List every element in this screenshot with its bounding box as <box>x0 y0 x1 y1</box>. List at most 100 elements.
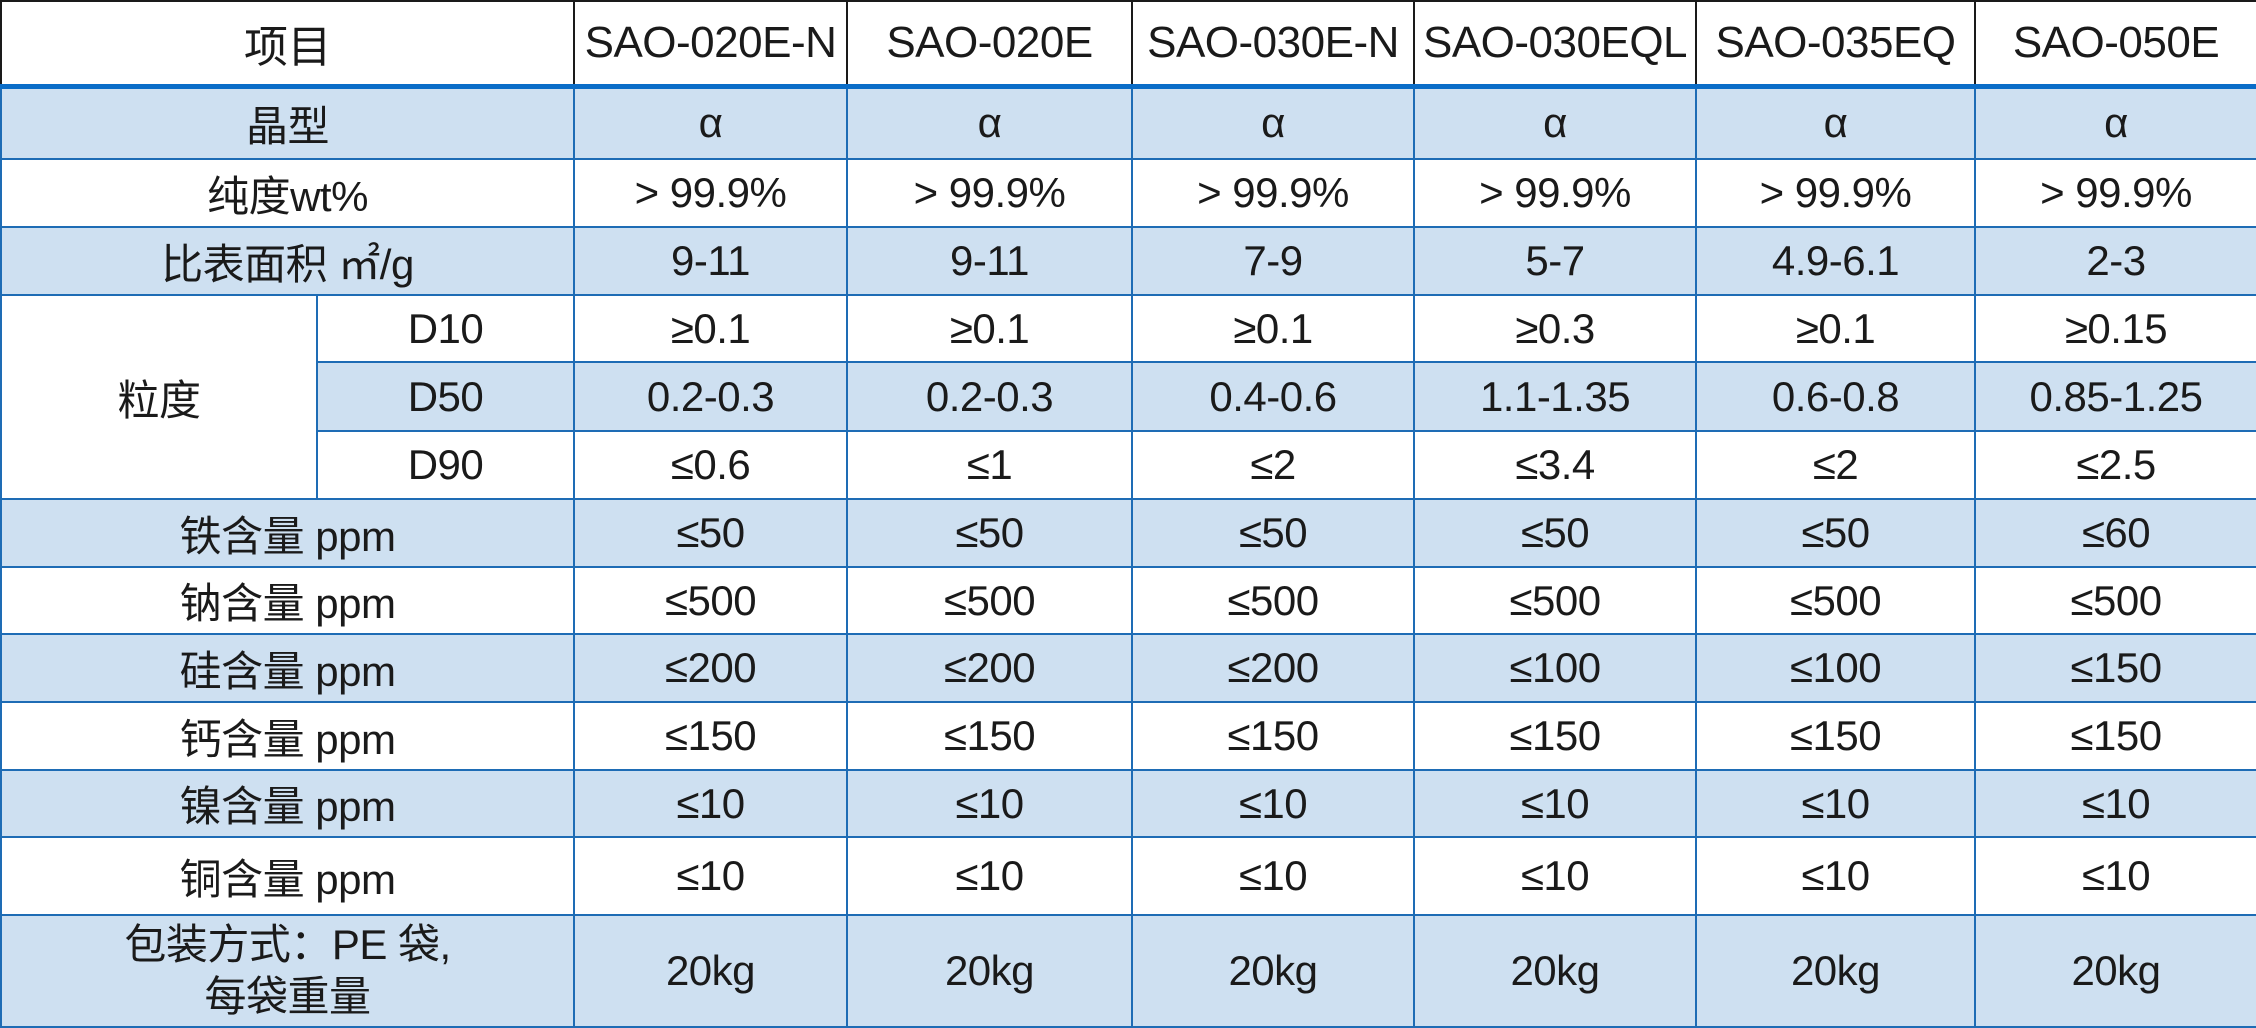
cell-value: ≤150 <box>1413 701 1697 771</box>
cell-value: 20kg <box>573 914 848 1028</box>
column-header: SAO-050E <box>1974 0 2256 89</box>
cell-value: α <box>1695 85 1976 160</box>
row-label: 纯度wt% <box>0 158 575 228</box>
cell-value: ≤100 <box>1413 633 1697 703</box>
cell-value: ≤50 <box>1695 498 1976 568</box>
cell-value: ≥0.15 <box>1974 294 2256 363</box>
cell-value: α <box>846 85 1133 160</box>
row-label: 包装方式：PE 袋, 每袋重量 <box>0 914 575 1028</box>
cell-value: ≤10 <box>1974 769 2256 838</box>
cell-value: ≤10 <box>1413 836 1697 916</box>
cell-value: 0.4-0.6 <box>1131 361 1415 432</box>
cell-value: ≤500 <box>1413 566 1697 635</box>
cell-value: ≤50 <box>1413 498 1697 568</box>
particle-size-group-label: 粒度 <box>0 294 318 500</box>
row-label: 晶型 <box>0 85 575 160</box>
cell-value: 9-11 <box>846 226 1133 296</box>
cell-value: 1.1-1.35 <box>1413 361 1697 432</box>
table-row-copper: 铜含量 ppm ≤10 ≤10 ≤10 ≤10 ≤10 ≤10 <box>0 836 2256 916</box>
cell-value: ≥0.1 <box>573 294 848 363</box>
cell-value: ≤10 <box>1131 769 1415 838</box>
row-label: 硅含量 ppm <box>0 633 575 703</box>
cell-value: 7-9 <box>1131 226 1415 296</box>
cell-value: 0.2-0.3 <box>573 361 848 432</box>
cell-value: ≤10 <box>846 769 1133 838</box>
cell-value: > 99.9% <box>1695 158 1976 228</box>
packing-label-line2: 每袋重量 <box>204 973 371 1020</box>
cell-value: ≤2.5 <box>1974 430 2256 500</box>
column-header: SAO-020E <box>846 0 1133 89</box>
cell-value: 4.9-6.1 <box>1695 226 1976 296</box>
cell-value: ≤1 <box>846 430 1133 500</box>
cell-value: > 99.9% <box>846 158 1133 228</box>
table-row-purity: 纯度wt% > 99.9% > 99.9% > 99.9% > 99.9% > … <box>0 158 2256 228</box>
cell-value: ≤60 <box>1974 498 2256 568</box>
table-row-surface-area: 比表面积 ㎡/g 9-11 9-11 7-9 5-7 4.9-6.1 2-3 <box>0 226 2256 296</box>
cell-value: 0.2-0.3 <box>846 361 1133 432</box>
cell-value: ≤200 <box>573 633 848 703</box>
cell-value: ≤2 <box>1131 430 1415 500</box>
column-header: SAO-030E-N <box>1131 0 1415 89</box>
row-label: 铜含量 ppm <box>0 836 575 916</box>
row-label: D90 <box>316 430 575 500</box>
cell-value: ≤10 <box>573 769 848 838</box>
cell-value: 2-3 <box>1974 226 2256 296</box>
cell-value: ≤10 <box>846 836 1133 916</box>
table-row-packing: 包装方式：PE 袋, 每袋重量 20kg 20kg 20kg 20kg 20kg… <box>0 914 2256 1028</box>
cell-value: α <box>1974 85 2256 160</box>
cell-value: ≤10 <box>1413 769 1697 838</box>
cell-value: α <box>1131 85 1415 160</box>
cell-value: ≤500 <box>846 566 1133 635</box>
cell-value: ≤150 <box>1131 701 1415 771</box>
table-row-d10: 粒度 D10 ≥0.1 ≥0.1 ≥0.1 ≥0.3 ≥0.1 ≥0.15 <box>0 294 2256 500</box>
cell-value: ≤100 <box>1695 633 1976 703</box>
table-row-d50: D50 0.2-0.3 0.2-0.3 0.4-0.6 1.1-1.35 0.6… <box>1 361 2256 432</box>
row-label: 镍含量 ppm <box>0 769 575 838</box>
table-row-crystal-type: 晶型 α α α α α α <box>0 85 2256 160</box>
cell-value: ≥0.3 <box>1413 294 1697 363</box>
row-label: 比表面积 ㎡/g <box>0 226 575 296</box>
cell-value: ≤150 <box>1695 701 1976 771</box>
cell-value: ≤150 <box>846 701 1133 771</box>
table-row-iron: 铁含量 ppm ≤50 ≤50 ≤50 ≤50 ≤50 ≤60 <box>0 498 2256 568</box>
cell-value: ≤10 <box>1695 836 1976 916</box>
cell-value: α <box>573 85 848 160</box>
cell-value: ≤150 <box>1974 701 2256 771</box>
cell-value: > 99.9% <box>573 158 848 228</box>
cell-value: ≤150 <box>573 701 848 771</box>
cell-value: 0.6-0.8 <box>1695 361 1976 432</box>
column-header: SAO-020E-N <box>573 0 848 89</box>
cell-value: 5-7 <box>1413 226 1697 296</box>
header-item: 项目 <box>0 0 575 89</box>
table-row-silicon: 硅含量 ppm ≤200 ≤200 ≤200 ≤100 ≤100 ≤150 <box>0 633 2256 703</box>
cell-value: ≤500 <box>1974 566 2256 635</box>
cell-value: α <box>1413 85 1697 160</box>
table-row-sodium: 钠含量 ppm ≤500 ≤500 ≤500 ≤500 ≤500 ≤500 <box>0 566 2256 635</box>
cell-value: ≥0.1 <box>1131 294 1415 363</box>
cell-value: ≤150 <box>1974 633 2256 703</box>
cell-value: ≤50 <box>846 498 1133 568</box>
packing-label-line1: 包装方式：PE 袋, <box>124 920 451 968</box>
cell-value: ≤3.4 <box>1413 430 1697 500</box>
column-header: SAO-030EQL <box>1413 0 1697 89</box>
cell-value: ≤50 <box>573 498 848 568</box>
column-header: SAO-035EQ <box>1695 0 1976 89</box>
cell-value: ≤10 <box>1695 769 1976 838</box>
row-label: 钙含量 ppm <box>0 701 575 771</box>
cell-value: 20kg <box>1131 914 1415 1028</box>
cell-value: > 99.9% <box>1974 158 2256 228</box>
row-label: 钠含量 ppm <box>0 566 575 635</box>
cell-value: 9-11 <box>573 226 848 296</box>
cell-value: 20kg <box>1413 914 1697 1028</box>
cell-value: ≤50 <box>1131 498 1415 568</box>
cell-value: ≤200 <box>846 633 1133 703</box>
cell-value: > 99.9% <box>1413 158 1697 228</box>
row-label: D50 <box>316 361 575 432</box>
cell-value: ≤10 <box>573 836 848 916</box>
cell-value: > 99.9% <box>1131 158 1415 228</box>
cell-value: ≤0.6 <box>573 430 848 500</box>
cell-value: ≥0.1 <box>846 294 1133 363</box>
table-row-nickel: 镍含量 ppm ≤10 ≤10 ≤10 ≤10 ≤10 ≤10 <box>0 769 2256 838</box>
table-row-calcium: 钙含量 ppm ≤150 ≤150 ≤150 ≤150 ≤150 ≤150 <box>0 701 2256 771</box>
